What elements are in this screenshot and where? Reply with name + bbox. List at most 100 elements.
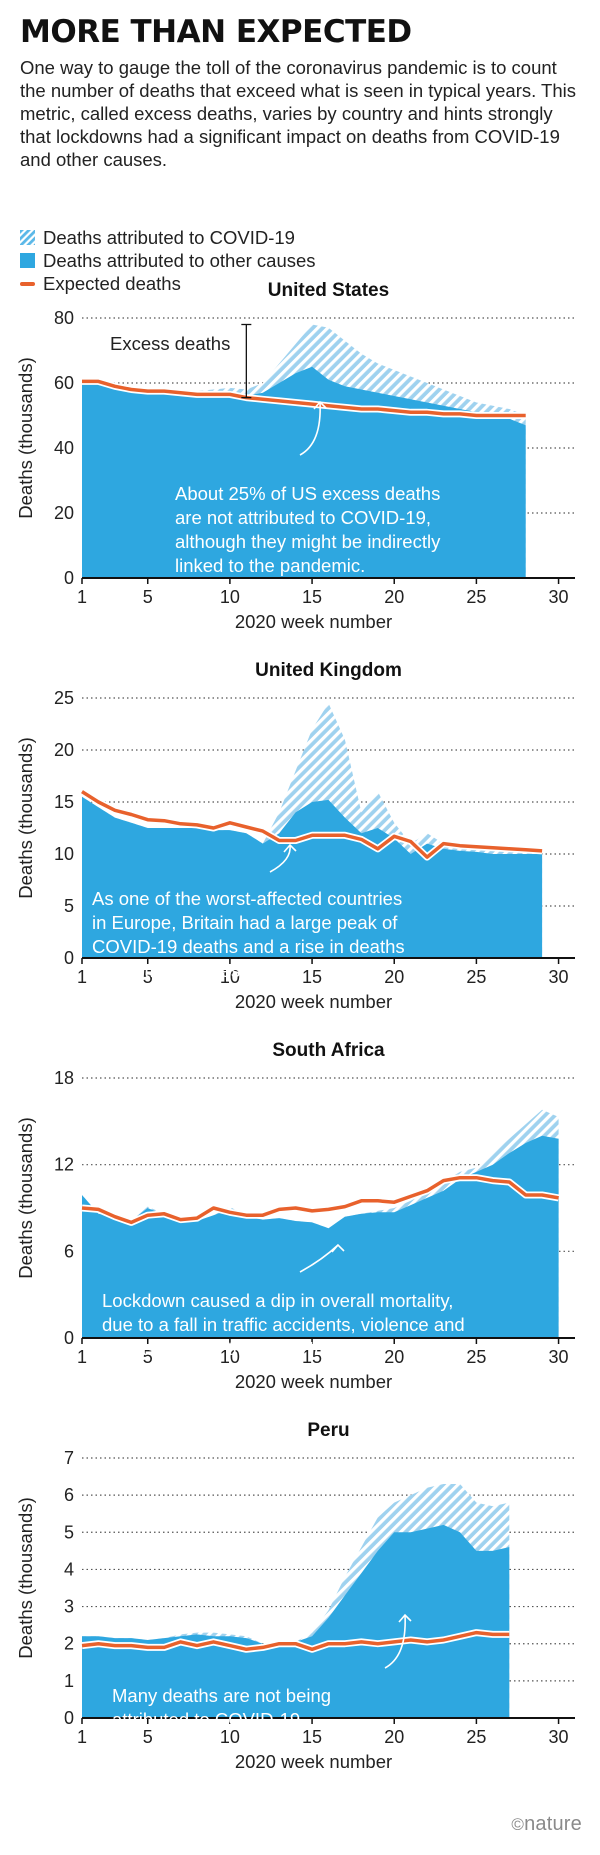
annotation-line: from other causes. <box>92 960 245 981</box>
x-tick-label: 25 <box>466 967 486 987</box>
x-axis-label: 2020 week number <box>235 1371 392 1392</box>
x-axis-label: 2020 week number <box>235 991 392 1012</box>
annotation-line: As one of the worst-affected countries <box>92 888 402 909</box>
x-tick-label: 1 <box>77 1347 87 1367</box>
expected-swatch-icon <box>20 281 35 286</box>
y-tick-label: 7 <box>64 1448 74 1468</box>
legend-label-covid: Deaths attributed to COVID-19 <box>43 226 295 248</box>
x-tick-label: 30 <box>549 587 569 607</box>
x-tick-label: 15 <box>302 967 322 987</box>
y-tick-label: 20 <box>54 740 74 760</box>
x-axis-label: 2020 week number <box>235 611 392 632</box>
legend-item-expected: Expected deaths <box>20 272 316 295</box>
annotation-arrow <box>299 401 321 456</box>
annotation-arrow-head <box>398 1613 412 1623</box>
x-tick-label: 30 <box>549 967 569 987</box>
x-tick-label: 1 <box>77 967 87 987</box>
excess-deaths-label: Excess deaths <box>110 333 230 354</box>
x-tick-label: 25 <box>466 587 486 607</box>
y-axis-label: Deaths (thousands) <box>15 737 36 898</box>
other-causes-area <box>82 1135 559 1338</box>
annotation-note: Lockdown caused a dip in overall mortali… <box>102 1290 465 1359</box>
expected-deaths-line <box>81 1630 510 1652</box>
x-tick-label: 30 <box>549 1727 569 1747</box>
y-tick-label: 80 <box>54 308 74 328</box>
x-tick-label: 1 <box>77 587 87 607</box>
y-tick-label: 60 <box>54 373 74 393</box>
y-tick-label: 0 <box>64 568 74 588</box>
annotation-line: due to a fall in traffic accidents, viol… <box>102 1314 465 1335</box>
annotation-note: Many deaths are not being attributed to C… <box>112 1685 331 1730</box>
y-tick-label: 15 <box>54 792 74 812</box>
annotation-line: Many deaths are not being <box>112 1685 331 1706</box>
annotation-note: As one of the worst-affected countries in… <box>92 888 405 981</box>
annotation-arrow-head <box>313 400 327 410</box>
y-tick-label: 20 <box>54 503 74 523</box>
x-tick-label: 15 <box>302 1347 322 1367</box>
expected-deaths-line <box>81 790 543 859</box>
y-tick-label: 6 <box>64 1485 74 1505</box>
x-tick-label: 10 <box>220 1727 240 1747</box>
x-axis-label: 2020 week number <box>235 1751 392 1772</box>
chart-title: United Kingdom <box>255 660 402 681</box>
x-tick-label: 20 <box>384 1347 404 1367</box>
x-tick-label: 15 <box>302 587 322 607</box>
x-tick-label: 30 <box>549 1347 569 1367</box>
chart-title: Peru <box>307 1420 349 1441</box>
other-swatch-icon <box>20 253 35 268</box>
annotation-line: attributed to COVID-19. <box>112 1709 305 1730</box>
other-causes-area <box>82 1524 510 1718</box>
headline: MORE THAN EXPECTED <box>20 14 412 50</box>
x-tick-label: 10 <box>220 1347 240 1367</box>
x-tick-label: 5 <box>143 967 153 987</box>
x-tick-label: 1 <box>77 1727 87 1747</box>
y-tick-label: 5 <box>64 896 74 916</box>
annotation-line: although they might be indirectly <box>175 531 441 552</box>
x-tick-label: 15 <box>302 1727 322 1747</box>
y-axis-label: Deaths (thousands) <box>15 357 36 518</box>
legend-item-covid: Deaths attributed to COVID-19 <box>20 226 316 249</box>
annotation-line: linked to the pandemic. <box>175 555 365 576</box>
y-tick-label: 5 <box>64 1522 74 1542</box>
y-tick-label: 10 <box>54 844 74 864</box>
y-tick-label: 1 <box>64 1671 74 1691</box>
intro-text: One way to gauge the toll of the coronav… <box>20 57 576 170</box>
y-tick-label: 25 <box>54 688 74 708</box>
legend-label-expected: Expected deaths <box>43 272 181 294</box>
x-tick-label: 5 <box>143 587 153 607</box>
x-tick-label: 20 <box>384 587 404 607</box>
legend-item-other: Deaths attributed to other causes <box>20 249 316 272</box>
annotation-line: About 25% of US excess deaths <box>175 483 440 504</box>
annotation-line: in Europe, Britain had a large peak of <box>92 912 398 933</box>
y-tick-label: 0 <box>64 948 74 968</box>
y-axis-label: Deaths (thousands) <box>15 1497 36 1658</box>
y-tick-label: 4 <box>64 1559 74 1579</box>
x-tick-label: 10 <box>220 587 240 607</box>
x-tick-label: 5 <box>143 1727 153 1747</box>
y-tick-label: 40 <box>54 438 74 458</box>
y-tick-label: 12 <box>54 1155 74 1175</box>
y-tick-label: 6 <box>64 1241 74 1261</box>
y-tick-label: 0 <box>64 1328 74 1348</box>
expected-deaths-line <box>81 1175 559 1225</box>
annotation-arrow <box>269 844 291 873</box>
x-tick-label: 20 <box>384 1727 404 1747</box>
y-tick-label: 2 <box>64 1634 74 1654</box>
annotation-note: About 25% of US excess deaths are not att… <box>175 483 441 576</box>
expected-deaths-line <box>82 379 526 418</box>
x-tick-label: 5 <box>143 1347 153 1367</box>
y-tick-label: 18 <box>54 1068 74 1088</box>
chart-title: South Africa <box>272 1040 385 1061</box>
annotation-line: are not attributed to COVID-19, <box>175 507 431 528</box>
annotation-arrow-head <box>283 843 297 853</box>
nature-logo: ©nature <box>511 1813 582 1835</box>
y-tick-label: 0 <box>64 1708 74 1728</box>
x-tick-label: 25 <box>466 1347 486 1367</box>
covid-swatch-icon <box>20 230 35 245</box>
legend-label-other: Deaths attributed to other causes <box>43 249 316 271</box>
x-tick-label: 10 <box>220 967 240 987</box>
